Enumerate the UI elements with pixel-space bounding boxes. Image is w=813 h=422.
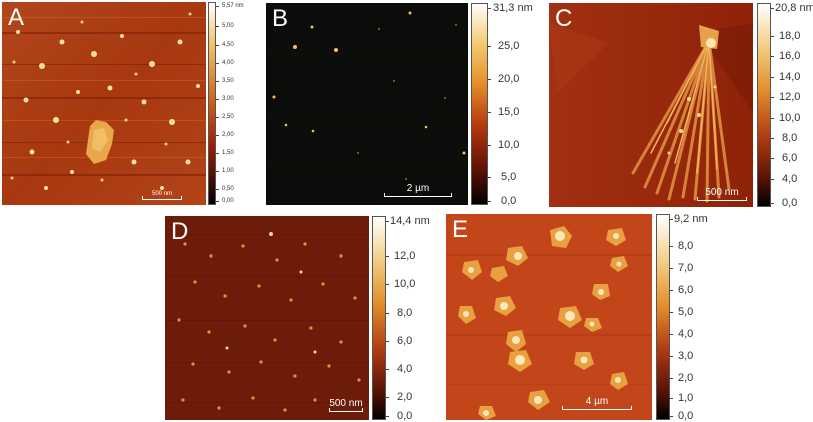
afm-image-c: C 500 nm bbox=[549, 3, 753, 207]
colorbar-a: 5,57 nm 5,00 4,50 4,00 3,50 3,00 2,50 2,… bbox=[208, 2, 244, 205]
colorbar-label: 0,0 bbox=[501, 195, 517, 207]
scale-bar-label: 2 µm bbox=[406, 183, 430, 194]
colorbar-label: 8,0 bbox=[678, 240, 694, 252]
afm-image-c-surface bbox=[549, 3, 753, 207]
panel-letter: A bbox=[8, 4, 25, 31]
colorbar-label: 5,00 bbox=[222, 23, 234, 29]
colorbar-label: 8,0 bbox=[397, 307, 413, 319]
colorbar-label: 3,0 bbox=[678, 350, 694, 362]
colorbar-label: 8,0 bbox=[782, 132, 798, 144]
colorbar-label: 5,0 bbox=[678, 306, 694, 318]
scale-bar: 500 nm bbox=[697, 187, 747, 201]
afm-image-d-surface bbox=[165, 216, 369, 420]
panel-letter: E bbox=[452, 216, 469, 243]
colorbar-label: 14,4 nm bbox=[390, 215, 430, 227]
afm-image-e-surface bbox=[446, 214, 652, 420]
colorbar-label: 0,00 bbox=[222, 198, 234, 204]
colorbar-label: 14,0 bbox=[779, 71, 801, 83]
colorbar-label: 10,0 bbox=[779, 112, 801, 124]
colorbar-label: 5,57 nm bbox=[222, 3, 244, 9]
colorbar-d: 14,4 nm 12,0 10,0 8,0 6,0 4,0 2,0 0,0 bbox=[372, 216, 430, 422]
scale-bar: 2 µm bbox=[384, 183, 452, 197]
colorbar-label: 0,50 bbox=[222, 186, 234, 192]
colorbar-label: 0,0 bbox=[397, 410, 413, 422]
colorbar-label: 2,0 bbox=[397, 391, 413, 403]
scale-bar: 500 nm bbox=[142, 190, 182, 200]
colorbar-label: 16,0 bbox=[779, 50, 801, 62]
colorbar-b: 31,3 nm 25,0 20,0 15,0 10,0 5,0 0,0 bbox=[471, 3, 533, 207]
scale-bar-label: 500 nm bbox=[151, 191, 172, 197]
colorbar-label: 4,00 bbox=[222, 60, 234, 66]
colorbar-label: 9,2 nm bbox=[674, 213, 708, 225]
colorbar-gradient bbox=[471, 3, 488, 205]
colorbar-label: 2,00 bbox=[222, 132, 234, 138]
scale-bar-label: 500 nm bbox=[705, 187, 739, 198]
colorbar-c: 20,8 nm 18,0 16,0 14,0 12,0 10,0 8,0 6,0… bbox=[757, 3, 813, 209]
colorbar-e: 9,2 nm 8,0 7,0 6,0 5,0 4,0 3,0 2,0 1,0 0… bbox=[656, 214, 708, 422]
colorbar-gradient bbox=[372, 216, 386, 420]
scale-bar-label: 4 µm bbox=[585, 396, 609, 407]
colorbar-label: 20,0 bbox=[498, 73, 520, 85]
colorbar-label: 6,0 bbox=[782, 152, 798, 164]
colorbar-label: 31,3 nm bbox=[493, 2, 533, 14]
afm-image-d: D 500 nm bbox=[165, 216, 369, 420]
colorbar-label: 3,00 bbox=[222, 96, 234, 102]
colorbar-label: 3,50 bbox=[222, 78, 234, 84]
afm-image-a-surface bbox=[2, 2, 206, 205]
colorbar-label: 1,50 bbox=[222, 150, 234, 156]
scale-bar: 4 µm bbox=[562, 396, 632, 410]
colorbar-label: 7,0 bbox=[678, 262, 694, 274]
colorbar-label: 10,0 bbox=[394, 278, 416, 290]
afm-image-b: B 2 µm bbox=[266, 3, 468, 205]
colorbar-label: 12,0 bbox=[779, 91, 801, 103]
colorbar-label: 2,50 bbox=[222, 114, 234, 120]
afm-image-e: E 4 µm bbox=[446, 214, 652, 420]
colorbar-gradient bbox=[757, 3, 771, 207]
colorbar-label: 5,0 bbox=[501, 171, 517, 183]
colorbar-label: 2,0 bbox=[678, 372, 694, 384]
afm-image-b-surface bbox=[266, 3, 468, 205]
panel-letter: B bbox=[272, 5, 289, 32]
colorbar-label: 25,0 bbox=[498, 40, 520, 52]
colorbar-label: 0,0 bbox=[678, 410, 694, 422]
colorbar-label: 12,0 bbox=[394, 250, 416, 262]
scale-bar: 500 nm bbox=[329, 398, 363, 412]
colorbar-label: 15,0 bbox=[498, 106, 520, 118]
colorbar-label: 4,0 bbox=[678, 328, 694, 340]
panel-letter: D bbox=[171, 218, 189, 245]
scale-bar-label: 500 nm bbox=[329, 398, 363, 409]
afm-image-a: A 500 nm bbox=[2, 2, 206, 205]
colorbar-label: 4,0 bbox=[782, 173, 798, 185]
colorbar-label: 6,0 bbox=[678, 284, 694, 296]
colorbar-label: 20,8 nm bbox=[775, 2, 813, 14]
colorbar-label: 18,0 bbox=[779, 30, 801, 42]
colorbar-label: 4,50 bbox=[222, 42, 234, 48]
colorbar-label: 4,0 bbox=[397, 363, 413, 375]
panel-letter: C bbox=[555, 5, 573, 32]
colorbar-label: 1,0 bbox=[678, 392, 694, 404]
colorbar-label: 1,00 bbox=[222, 168, 234, 174]
colorbar-gradient bbox=[656, 214, 670, 420]
colorbar-label: 10,0 bbox=[498, 139, 520, 151]
colorbar-label: 6,0 bbox=[397, 335, 413, 347]
colorbar-label: 0,0 bbox=[782, 197, 798, 209]
colorbar-gradient bbox=[208, 2, 216, 205]
